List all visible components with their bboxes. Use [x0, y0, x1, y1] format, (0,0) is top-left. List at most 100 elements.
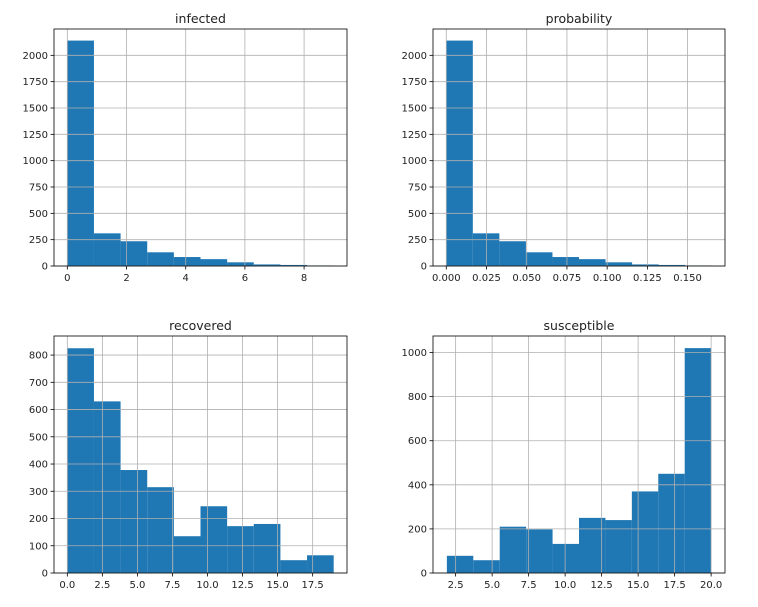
- histogram-bar: [147, 252, 174, 266]
- x-tick-label: 7.5: [521, 580, 537, 591]
- y-tick-label: 600: [29, 405, 48, 416]
- x-tick-label: 2.5: [94, 580, 110, 591]
- subplot-title: probability: [546, 11, 613, 26]
- histogram-bar: [499, 241, 526, 266]
- y-tick-label: 800: [29, 351, 48, 362]
- y-tick-label: 1250: [23, 130, 48, 141]
- y-tick-label: 500: [408, 209, 427, 220]
- x-tick-label: 2.5: [448, 580, 464, 591]
- x-tick-label: 15.0: [266, 580, 288, 591]
- histogram-bar: [446, 555, 474, 573]
- histogram-bar: [632, 264, 659, 266]
- histogram-bar: [446, 40, 473, 266]
- x-tick-label: 4: [183, 273, 189, 284]
- histogram-bar: [280, 264, 308, 266]
- histogram-bar: [605, 262, 633, 266]
- histogram-bar: [631, 491, 659, 573]
- y-tick-label: 300: [29, 487, 48, 498]
- x-tick-label: 15.0: [627, 580, 649, 591]
- subplot-title: susceptible: [544, 318, 615, 333]
- x-tick-label: 2: [123, 273, 129, 284]
- x-tick-label: 10.0: [554, 580, 576, 591]
- histogram-bar: [307, 555, 334, 573]
- histogram-bar: [120, 241, 148, 266]
- y-tick-label: 1500: [402, 104, 427, 115]
- y-tick-label: 750: [408, 183, 427, 194]
- histogram-bar: [147, 487, 174, 573]
- y-tick-label: 1000: [402, 348, 427, 359]
- subplot-probability: 0.000 0.025 0.050 0.075 0.100 0.125 0.150 0 250 5…: [402, 11, 726, 284]
- subplot-recovered: 0.0 2.5 5.0 7.5 10.0 12.5 15.0 17.5 0 100 200 300 40…: [29, 318, 348, 591]
- histogram-bar: [93, 401, 121, 573]
- y-tick-label: 0: [42, 262, 48, 273]
- x-tick-label: 10.0: [196, 580, 218, 591]
- histogram-bar: [200, 259, 228, 266]
- x-tick-label: 0: [64, 273, 70, 284]
- subplot-infected: 0 2 4 6 8 0 250 500 750 1000 1250 1500 1750 2000 infec…: [23, 11, 348, 284]
- histogram-bar: [552, 543, 579, 573]
- histogram-bar: [253, 523, 281, 573]
- y-tick-label: 0: [421, 262, 427, 273]
- histogram-bar: [658, 473, 685, 573]
- y-tick-label: 1000: [402, 156, 427, 167]
- histogram-bar: [227, 526, 254, 573]
- subplot-title: infected: [175, 11, 226, 26]
- histogram-bar: [173, 257, 201, 266]
- axes-frame: [432, 28, 726, 267]
- histogram-bar: [93, 233, 121, 266]
- subplot-susceptible: 2.5 5.0 7.5 10.0 12.5 15.0 17.5 20.0 0 200 400 600 8…: [402, 318, 726, 591]
- y-tick-label: 400: [408, 480, 427, 491]
- histogram-bar: [473, 560, 500, 573]
- x-tick-label: 0.025: [472, 273, 501, 284]
- x-tick-label: 20.0: [700, 580, 722, 591]
- histogram-bar: [67, 348, 94, 573]
- histogram-bar: [120, 470, 148, 573]
- histogram-bar: [605, 520, 632, 573]
- y-tick-label: 750: [29, 183, 48, 194]
- y-tick-label: 2000: [402, 51, 427, 62]
- y-tick-label: 250: [408, 235, 427, 246]
- x-tick-label: 8: [301, 273, 307, 284]
- x-tick-label: 5.0: [129, 580, 145, 591]
- y-tick-label: 1500: [23, 104, 48, 115]
- y-tick-label: 200: [408, 524, 427, 535]
- y-tick-label: 0: [421, 569, 427, 580]
- y-tick-label: 100: [29, 541, 48, 552]
- x-tick-label: 0.000: [432, 273, 461, 284]
- x-tick-label: 12.5: [590, 580, 612, 591]
- histogram-bar: [67, 40, 94, 266]
- y-tick-label: 600: [408, 436, 427, 447]
- y-tick-label: 1000: [23, 156, 48, 167]
- histogram-bar: [472, 233, 500, 266]
- axes-frame: [53, 28, 348, 267]
- y-tick-label: 1750: [402, 77, 427, 88]
- histogram-bar: [525, 252, 553, 266]
- x-tick-label: 0.0: [59, 580, 75, 591]
- y-tick-label: 1750: [23, 77, 48, 88]
- y-tick-label: 500: [29, 432, 48, 443]
- y-tick-label: 700: [29, 378, 48, 389]
- y-tick-label: 0: [42, 569, 48, 580]
- axes-frame: [53, 335, 348, 574]
- x-tick-label: 6: [242, 273, 248, 284]
- histogram-bar: [684, 348, 712, 573]
- histogram-bar: [173, 536, 201, 573]
- y-tick-label: 400: [29, 460, 48, 471]
- x-tick-label: 0.050: [512, 273, 541, 284]
- x-tick-label: 17.5: [302, 580, 324, 591]
- x-tick-label: 5.0: [484, 580, 500, 591]
- histogram-bar: [200, 506, 228, 573]
- x-tick-label: 12.5: [231, 580, 253, 591]
- y-tick-label: 200: [29, 514, 48, 525]
- histogram-bar: [658, 264, 686, 266]
- histogram-bar: [499, 526, 527, 573]
- histogram-bar: [579, 517, 606, 573]
- subplot-title: recovered: [169, 318, 232, 333]
- histogram-bar: [227, 262, 254, 266]
- axes-frame: [432, 335, 726, 574]
- histogram-bar: [552, 257, 579, 266]
- x-tick-label: 0.150: [673, 273, 702, 284]
- y-tick-label: 250: [29, 235, 48, 246]
- histogram-bar: [579, 259, 606, 266]
